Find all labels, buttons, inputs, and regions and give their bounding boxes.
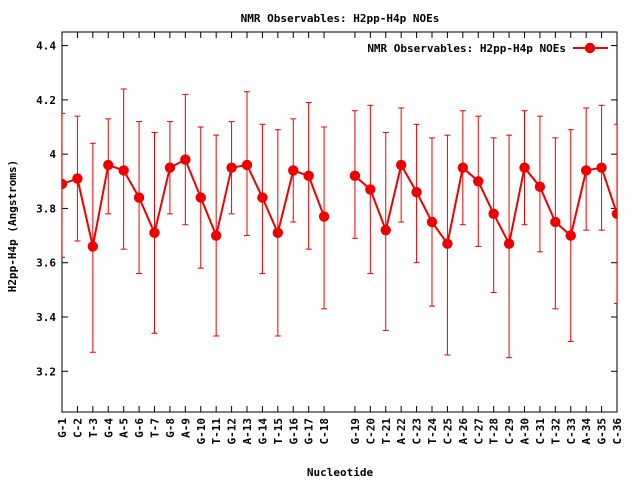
x-tick-label: A-22 xyxy=(395,418,408,445)
x-tick-label: G-6 xyxy=(133,418,146,438)
data-point xyxy=(180,154,191,165)
x-tick-label: A-9 xyxy=(179,418,192,438)
chart-title: NMR Observables: H2pp-H4p NOEs xyxy=(241,12,440,25)
x-tick-label: A-5 xyxy=(118,418,131,438)
y-axis-ticks: 3.2 3.4 3.6 3.8 4 4.2 4.4 xyxy=(36,40,617,378)
legend: NMR Observables: H2pp-H4p NOEs xyxy=(367,42,608,55)
data-point xyxy=(380,224,391,236)
data-point xyxy=(457,162,469,173)
x-axis-label: Nucleotide xyxy=(307,466,374,479)
x-tick-label: T-21 xyxy=(380,418,393,445)
data-point xyxy=(72,173,83,184)
data-point xyxy=(288,165,299,176)
x-tick-label: A-26 xyxy=(457,418,470,445)
x-tick-label: G-10 xyxy=(195,418,208,445)
data-point xyxy=(395,159,407,171)
data-point xyxy=(226,162,237,173)
data-point xyxy=(62,178,68,190)
data-point xyxy=(488,208,499,220)
x-tick-label: G-17 xyxy=(303,418,316,445)
x-tick-label: G-35 xyxy=(596,418,609,445)
x-tick-label: C-23 xyxy=(411,418,424,445)
data-point xyxy=(257,192,268,203)
x-tick-label: T-24 xyxy=(426,418,439,445)
x-tick-label: C-25 xyxy=(441,418,454,445)
data-point xyxy=(596,162,607,173)
y-tick-label: 3.2 xyxy=(36,365,56,378)
y-tick-label: 4.4 xyxy=(36,40,56,53)
data-point xyxy=(411,186,422,198)
data-point xyxy=(164,162,176,173)
data-point xyxy=(473,176,484,187)
data-point xyxy=(550,216,561,228)
x-tick-label: T-28 xyxy=(488,418,501,445)
series-lines xyxy=(62,158,617,247)
legend-marker-sample xyxy=(584,42,596,54)
data-points xyxy=(62,154,617,252)
data-point xyxy=(611,208,617,220)
x-tick-label: C-27 xyxy=(472,418,485,445)
x-tick-label: A-30 xyxy=(519,418,532,445)
x-tick-label: G-16 xyxy=(287,418,300,445)
data-point xyxy=(241,159,253,171)
y-tick-label: 4 xyxy=(49,148,56,161)
x-tick-label: G-4 xyxy=(102,418,115,438)
data-point xyxy=(149,227,160,239)
x-tick-label: C-31 xyxy=(534,418,547,445)
data-point xyxy=(349,170,361,182)
x-tick-label: G-1 xyxy=(56,418,69,438)
data-point xyxy=(503,238,515,249)
x-tick-label: C-29 xyxy=(503,418,516,445)
x-tick-label: T-11 xyxy=(210,418,223,445)
x-tick-label: G-19 xyxy=(349,418,362,445)
series-line xyxy=(62,158,326,247)
y-tick-label: 3.8 xyxy=(36,202,56,215)
series-line xyxy=(354,162,617,247)
data-point xyxy=(195,192,206,203)
x-axis-ticks: G-1 C-2 T-3 G-4 A-5 G-6 T-7 G-8 A-9 G-10 T-11 G-12 A… xyxy=(56,32,624,445)
x-tick-label: C-18 xyxy=(318,418,331,445)
x-tick-label: A-34 xyxy=(580,418,593,445)
x-tick-label: T-15 xyxy=(272,418,285,445)
x-tick-label: C-36 xyxy=(611,418,624,445)
plot-border xyxy=(61,31,618,413)
data-point xyxy=(534,181,546,192)
data-point xyxy=(426,216,438,228)
x-tick-label: A-13 xyxy=(241,418,254,445)
y-tick-label: 3.4 xyxy=(36,311,56,324)
data-point xyxy=(442,238,453,249)
data-point xyxy=(103,159,114,171)
x-tick-label: C-2 xyxy=(71,418,84,438)
error-bars xyxy=(62,88,617,359)
data-point xyxy=(580,165,592,176)
x-tick-label: G-14 xyxy=(256,418,269,445)
legend-label: NMR Observables: H2pp-H4p NOEs xyxy=(367,42,566,55)
x-tick-label: C-20 xyxy=(364,418,377,445)
data-point xyxy=(210,230,222,241)
x-tick-label: C-33 xyxy=(565,418,578,445)
x-tick-label: T-32 xyxy=(549,418,562,445)
y-tick-label: 4.2 xyxy=(36,94,56,107)
data-point xyxy=(133,192,145,203)
x-tick-label: G-8 xyxy=(164,418,177,438)
data-point xyxy=(318,211,330,222)
data-point xyxy=(272,227,284,239)
y-axis-label: H2pp-H4p (Angstroms) xyxy=(6,160,19,292)
data-point xyxy=(87,241,99,252)
data-point xyxy=(365,184,376,195)
plot-frame xyxy=(61,31,618,413)
x-tick-label: G-12 xyxy=(226,418,239,445)
x-tick-label: T-3 xyxy=(87,418,100,438)
y-tick-label: 3.6 xyxy=(36,257,56,270)
data-point xyxy=(565,230,576,241)
data-point xyxy=(118,165,129,176)
data-point xyxy=(303,170,314,182)
data-point xyxy=(519,162,530,173)
x-tick-label: T-7 xyxy=(149,418,162,438)
